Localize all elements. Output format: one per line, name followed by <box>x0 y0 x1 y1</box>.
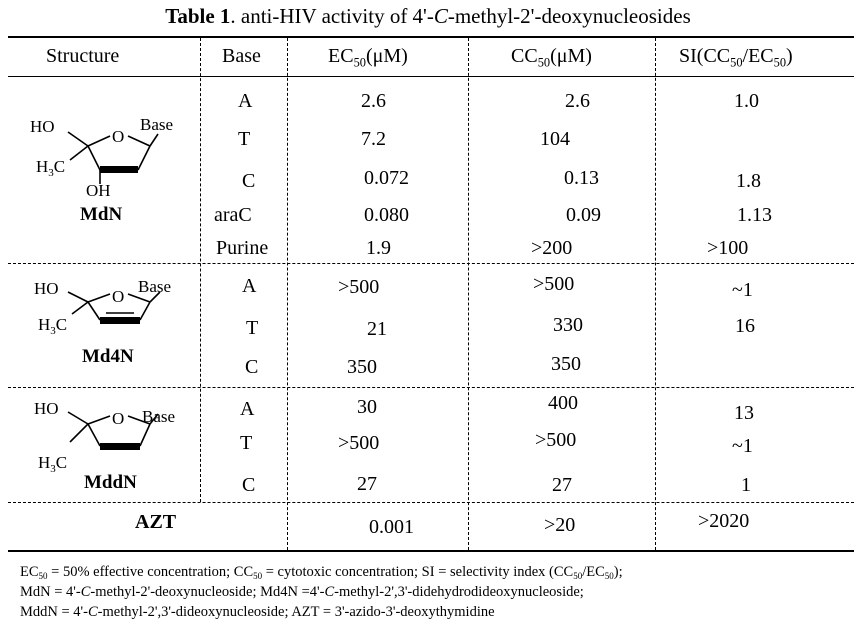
md4n-base-label: Base <box>138 277 171 296</box>
mdn-si-a: 1.0 <box>734 90 759 112</box>
footnote-line-1: EC50 = 50% effective concentration; CC50… <box>20 564 623 582</box>
table-title-label: Table 1 <box>165 4 231 28</box>
table-bottom-rule <box>8 550 854 552</box>
col-divider-structure <box>200 38 201 502</box>
mdn-si-c: 1.8 <box>736 170 761 192</box>
md4n-h3c-label: H3C <box>38 315 67 337</box>
mddn-si-c: 1 <box>741 474 751 496</box>
mdn-ec50-c: 0.072 <box>364 167 409 189</box>
mddn-cc50-c: 27 <box>552 474 572 496</box>
mddn-ec50-t: >500 <box>338 432 380 454</box>
md4n-si-a: ~1 <box>732 279 753 301</box>
group-divider-3 <box>8 502 854 503</box>
header-base: Base <box>222 45 261 67</box>
mdn-cc50-t: 104 <box>540 128 570 150</box>
col-divider-base <box>287 38 288 550</box>
mdn-ec50-t: 7.2 <box>361 128 386 150</box>
mdn-ring-oxygen: O <box>112 127 124 146</box>
mddn-h3c-label: H3C <box>38 453 67 475</box>
mdn-base-purine: Purine <box>216 237 269 259</box>
mdn-si-arac: 1.13 <box>737 204 772 226</box>
mddn-si-t: ~1 <box>732 435 753 457</box>
md4n-ho-label: HO <box>34 279 59 298</box>
mdn-cc50-a: 2.6 <box>565 90 590 112</box>
mddn-si-a: 13 <box>734 402 754 424</box>
mddn-base-a: A <box>240 398 255 420</box>
azt-cc50: >20 <box>544 514 576 536</box>
group-divider-1 <box>8 263 854 264</box>
table-title-italic: C <box>433 4 448 28</box>
table-title: Table 1. anti-HIV activity of 4'-C-methy… <box>0 4 856 29</box>
mdn-cc50-c: 0.13 <box>564 167 599 189</box>
md4n-ec50-t: 21 <box>367 318 387 340</box>
md4n-si-t: 16 <box>735 315 755 337</box>
mdn-base-label: Base <box>140 115 173 134</box>
azt-ec50: 0.001 <box>369 516 414 538</box>
mdn-base-arac: araC <box>214 204 252 226</box>
mddn-base-t: T <box>240 432 253 454</box>
md4n-ec50-a: >500 <box>338 276 380 298</box>
mddn-structure-diagram: HO O Base H3C <box>34 399 175 475</box>
md4n-base-a: A <box>242 275 257 297</box>
mdn-cc50-purine: >200 <box>531 237 573 259</box>
md4n-name: Md4N <box>82 346 134 367</box>
mdn-base-a: A <box>238 90 253 112</box>
md4n-ring-bold-edge <box>100 317 140 324</box>
md4n-ec50-c: 350 <box>347 356 377 378</box>
header-si: SI(CC50/EC50) <box>679 45 793 70</box>
mddn-cc50-a: 400 <box>548 392 578 414</box>
mdn-base-t: T <box>238 128 251 150</box>
mdn-oh-label: OH <box>86 181 111 200</box>
mdn-ring-bold-edge <box>100 166 138 173</box>
table-title-rest: -methyl-2'-deoxynucleosides <box>447 4 691 28</box>
mdn-si-purine: >100 <box>707 237 749 259</box>
mddn-ho-label: HO <box>34 399 59 418</box>
azt-si: >2020 <box>698 510 750 532</box>
mddn-base-c: C <box>242 474 256 496</box>
mdn-cc50-arac: 0.09 <box>566 204 601 226</box>
azt-name: AZT <box>135 511 177 533</box>
mdn-h3c-label: H3C <box>36 157 65 179</box>
md4n-cc50-a: >500 <box>533 273 575 295</box>
md4n-cc50-c: 350 <box>551 353 581 375</box>
mdn-ec50-arac: 0.080 <box>364 204 409 226</box>
mdn-structure-diagram: HO O Base H3C OH <box>30 115 173 200</box>
header-rule <box>8 76 854 77</box>
header-ec50: EC50(μM) <box>328 45 408 70</box>
md4n-base-c: C <box>245 356 259 378</box>
mddn-base-label: Base <box>142 407 175 426</box>
table-top-rule <box>8 36 854 38</box>
md4n-cc50-t: 330 <box>553 314 583 336</box>
mddn-ring-bold-edge <box>100 443 140 450</box>
mddn-ec50-c: 27 <box>357 473 377 495</box>
mdn-ho-label: HO <box>30 117 55 136</box>
mdn-name: MdN <box>80 204 123 225</box>
mddn-cc50-t: >500 <box>535 429 577 451</box>
mdn-ec50-a: 2.6 <box>361 90 386 112</box>
mddn-ec50-a: 30 <box>357 396 377 418</box>
header-structure: Structure <box>46 45 120 67</box>
md4n-base-t: T <box>246 317 259 339</box>
md4n-ring-oxygen: O <box>112 287 124 306</box>
md4n-structure-diagram: HO O Base H3C <box>34 277 171 337</box>
mdn-ec50-purine: 1.9 <box>366 237 391 259</box>
col-divider-ec50 <box>468 38 469 550</box>
footnote-line-2: MdN = 4'-C-methyl-2'-deoxynucleoside; Md… <box>20 584 584 600</box>
group-divider-2 <box>8 387 854 388</box>
table-title-text: . anti-HIV activity of 4'- <box>230 4 434 28</box>
footnote-line-3: MddN = 4'-C-methyl-2',3'-dideoxynucleosi… <box>20 604 495 620</box>
header-cc50: CC50(μM) <box>511 45 592 70</box>
mddn-name: MddN <box>84 472 137 493</box>
mddn-ring-oxygen: O <box>112 409 124 428</box>
mdn-base-c: C <box>242 170 256 192</box>
col-divider-cc50 <box>655 38 656 550</box>
